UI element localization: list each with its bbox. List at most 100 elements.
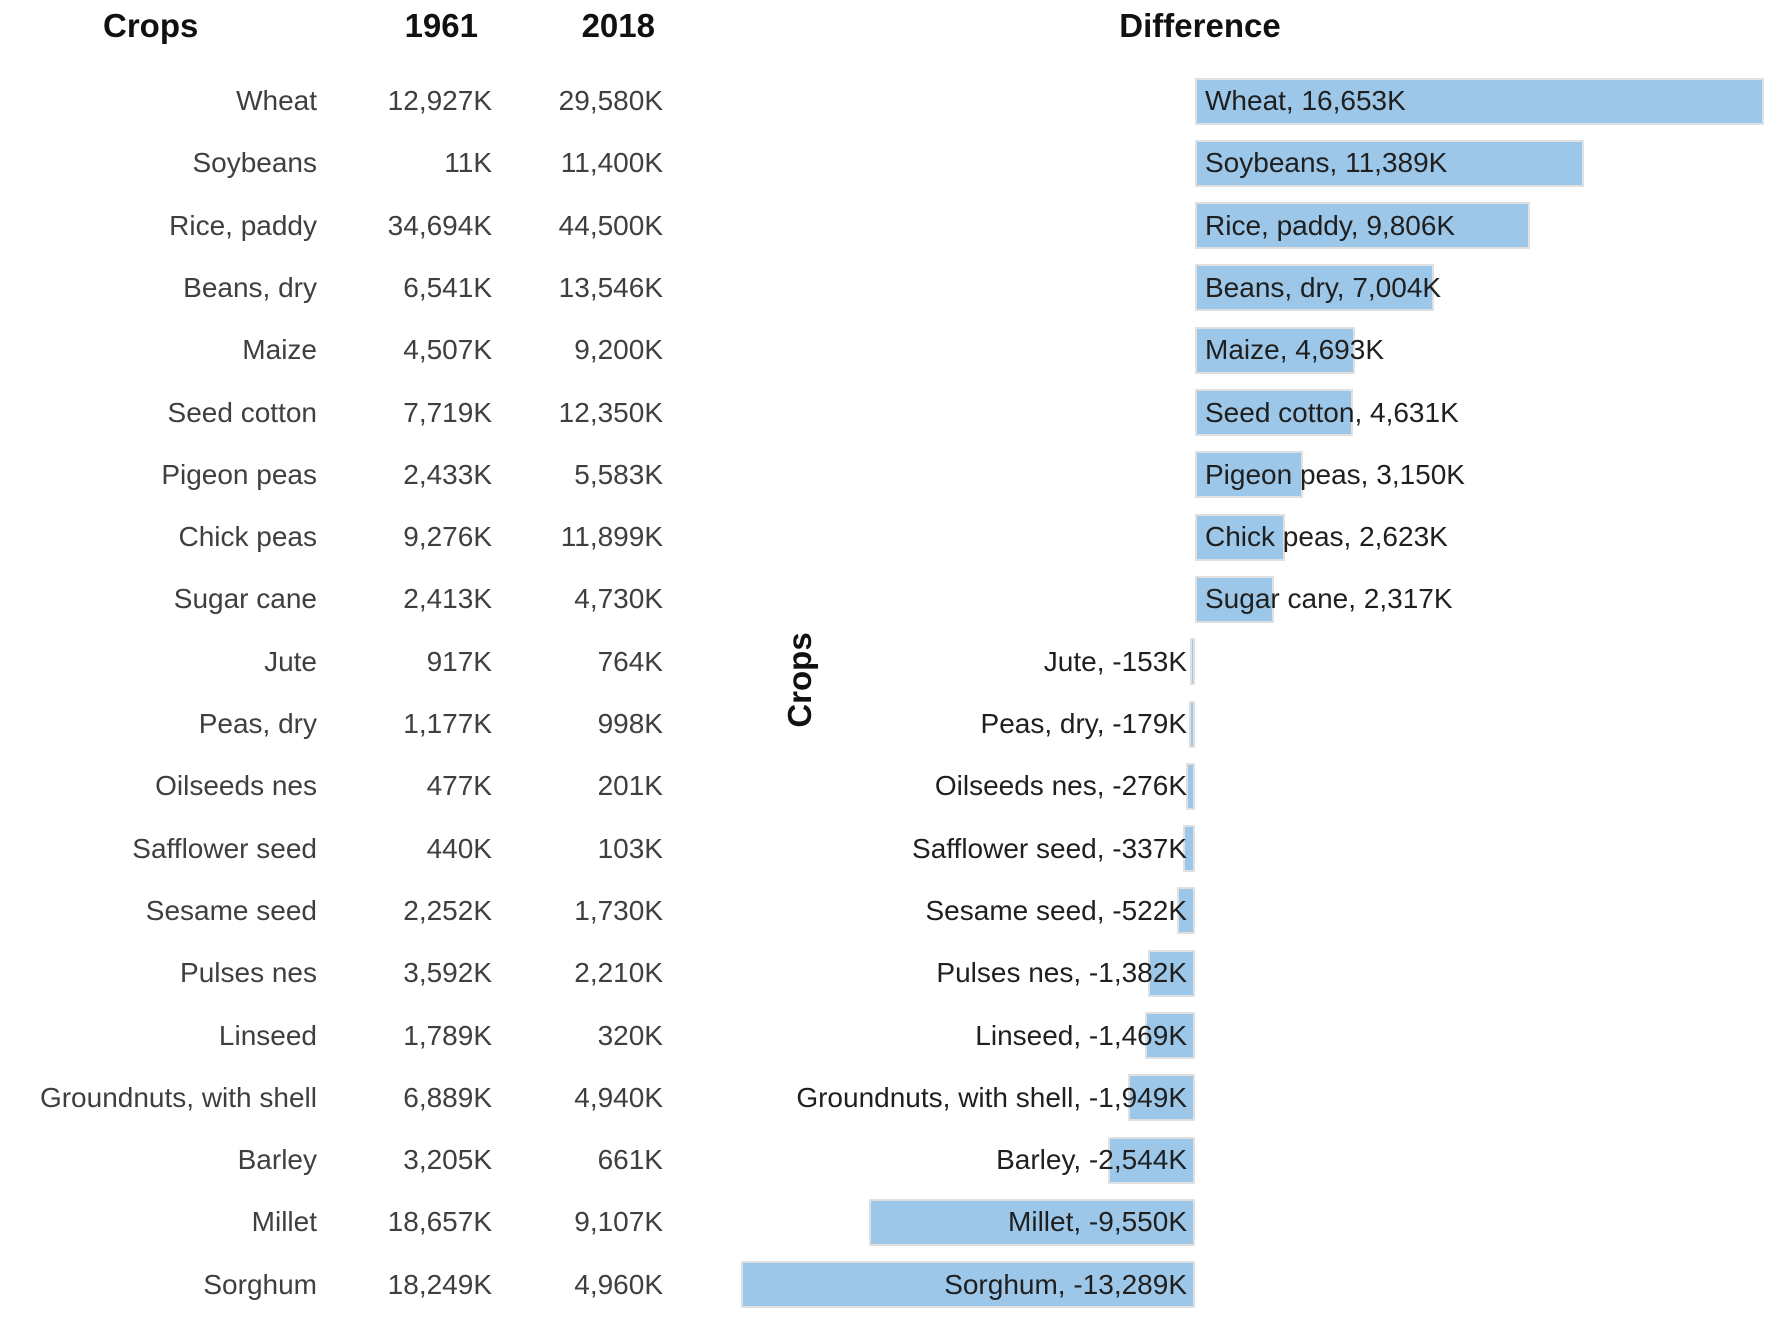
value-2018-cell: 9,200K	[574, 334, 663, 366]
value-1961-cell: 917K	[426, 645, 492, 677]
difference-bar	[1183, 825, 1195, 873]
value-1961-cell: 440K	[426, 832, 492, 864]
crop-name-cell: Jute	[264, 645, 317, 677]
value-2018-cell: 11,899K	[560, 521, 663, 553]
crop-name-cell: Seed cotton	[167, 396, 317, 428]
difference-bar-label: Millet, -9,550K	[1008, 1206, 1187, 1238]
crop-name-cell: Sugar cane	[173, 583, 317, 615]
row: Soybeans 11K 11,400K Soybeans, 11,389K	[0, 132, 1772, 194]
value-2018-cell: 320K	[597, 1019, 663, 1051]
crop-name-cell: Soybeans	[192, 147, 317, 179]
value-1961-cell: 9,276K	[403, 521, 492, 553]
crop-name-cell: Linseed	[218, 1019, 317, 1051]
difference-bar	[1195, 451, 1303, 499]
value-1961-cell: 2,252K	[403, 894, 492, 926]
value-2018-cell: 4,730K	[574, 583, 663, 615]
value-2018-cell: 103K	[597, 832, 663, 864]
difference-bar	[1195, 264, 1434, 312]
row: Jute 917K 764K Jute, -153K	[0, 631, 1772, 693]
row: Groundnuts, with shell 6,889K 4,940K Ground…	[0, 1067, 1772, 1129]
value-2018-cell: 11,400K	[560, 147, 663, 179]
row: Millet 18,657K 9,107K Millet, -9,550K	[0, 1191, 1772, 1253]
value-2018-cell: 4,960K	[574, 1268, 663, 1300]
difference-bar-label: Maize, 4,693K	[1205, 334, 1384, 366]
difference-bar	[1128, 1074, 1195, 1122]
difference-bar-label: Pigeon peas, 3,150K	[1205, 458, 1465, 490]
difference-bar-label: Barley, -2,544K	[996, 1144, 1187, 1176]
crop-name-cell: Pigeon peas	[161, 458, 317, 490]
difference-bar	[1148, 949, 1195, 997]
crop-name-cell: Pulses nes	[180, 957, 317, 989]
value-2018-cell: 2,210K	[574, 957, 663, 989]
difference-bar-label: Soybeans, 11,389K	[1205, 147, 1448, 179]
value-1961-cell: 6,541K	[403, 271, 492, 303]
table-header-crops: Crops	[103, 7, 199, 44]
difference-bar-label: Sesame seed, -522K	[925, 894, 1188, 926]
crop-name-cell: Maize	[242, 334, 317, 366]
row: Wheat 12,927K 29,580K Wheat, 16,653K	[0, 70, 1772, 132]
difference-bar-label: Peas, dry, -179K	[980, 708, 1187, 739]
difference-bar-label: Linseed, -1,469K	[975, 1019, 1187, 1051]
crop-name-cell: Chick peas	[178, 521, 317, 553]
difference-bar-label: Oilseeds nes, -276K	[934, 770, 1187, 802]
value-2018-cell: 661K	[597, 1144, 663, 1176]
difference-bar-label: Rice, paddy, 9,806K	[1205, 209, 1456, 241]
difference-bar-label: Beans, dry, 7,004K	[1205, 271, 1442, 303]
value-2018-cell: 4,940K	[574, 1081, 663, 1113]
crop-name-cell: Sesame seed	[145, 894, 317, 926]
value-1961-cell: 34,694K	[387, 209, 492, 241]
row: Safflower seed 440K 103K Safflower seed, -3…	[0, 818, 1772, 880]
value-2018-cell: 998K	[597, 708, 663, 739]
difference-bar-label: Sorghum, -13,289K	[944, 1268, 1187, 1300]
row: Linseed 1,789K 320K Linseed, -1,469K	[0, 1005, 1772, 1067]
value-1961-cell: 2,433K	[403, 458, 492, 490]
row: Oilseeds nes 477K 201K Oilseeds nes, -276K	[0, 755, 1772, 817]
difference-bar	[1195, 513, 1285, 561]
difference-bar	[869, 1198, 1195, 1246]
difference-bar	[1195, 389, 1353, 437]
value-2018-cell: 12,350K	[558, 396, 663, 428]
row: Beans, dry 6,541K 13,546K Beans, dry, 7,004…	[0, 257, 1772, 319]
value-2018-cell: 13,546K	[558, 271, 663, 303]
table-header-2018: 2018	[581, 7, 655, 44]
crop-name-cell: Sorghum	[203, 1268, 317, 1300]
difference-bar-label: Safflower seed, -337K	[912, 832, 1187, 864]
value-2018-cell: 9,107K	[574, 1206, 663, 1238]
difference-bar	[1189, 700, 1195, 748]
chart-title: Difference	[1119, 7, 1281, 44]
row: Sorghum 18,249K 4,960K Sorghum, -13,289K	[0, 1254, 1772, 1316]
value-2018-cell: 764K	[597, 645, 663, 677]
value-1961-cell: 3,205K	[403, 1144, 492, 1176]
value-1961-cell: 3,592K	[403, 957, 492, 989]
difference-bar	[1195, 326, 1355, 374]
value-1961-cell: 18,657K	[387, 1206, 492, 1238]
row: Sugar cane 2,413K 4,730K Sugar cane, 2,317K	[0, 568, 1772, 630]
chart-rows-container: Wheat 12,927K 29,580K Wheat, 16,653K Soybean…	[0, 70, 1772, 1318]
difference-bar-label: Groundnuts, with shell, -1,949K	[796, 1081, 1187, 1113]
difference-bar-label: Chick peas, 2,623K	[1205, 521, 1448, 553]
difference-bar-label: Seed cotton, 4,631K	[1205, 396, 1459, 428]
value-1961-cell: 12,927K	[387, 85, 492, 116]
row: Peas, dry 1,177K 998K Peas, dry, -179K	[0, 693, 1772, 755]
value-2018-cell: 1,730K	[574, 894, 663, 926]
row: Sesame seed 2,252K 1,730K Sesame seed, -522…	[0, 880, 1772, 942]
row: Pulses nes 3,592K 2,210K Pulses nes, -1,382…	[0, 942, 1772, 1004]
difference-bar	[1195, 77, 1764, 125]
crop-name-cell: Millet	[251, 1206, 317, 1238]
value-1961-cell: 11K	[444, 147, 492, 179]
difference-bar	[1145, 1012, 1195, 1060]
difference-bar-label: Wheat, 16,653K	[1205, 85, 1406, 116]
row: Rice, paddy 34,694K 44,500K Rice, paddy, 9,…	[0, 195, 1772, 257]
crop-name-cell: Wheat	[236, 85, 317, 116]
difference-bar	[1108, 1136, 1195, 1184]
value-1961-cell: 1,177K	[403, 708, 492, 739]
crop-name-cell: Beans, dry	[183, 271, 317, 303]
crop-name-cell: Peas, dry	[198, 708, 317, 739]
row: Maize 4,507K 9,200K Maize, 4,693K	[0, 319, 1772, 381]
difference-bar	[1195, 139, 1584, 187]
table-header-1961: 1961	[404, 7, 478, 44]
crop-name-cell: Groundnuts, with shell	[39, 1081, 317, 1113]
difference-bar-label: Pulses nes, -1,382K	[936, 957, 1187, 989]
value-2018-cell: 44,500K	[558, 209, 663, 241]
crop-name-cell: Rice, paddy	[169, 209, 317, 241]
